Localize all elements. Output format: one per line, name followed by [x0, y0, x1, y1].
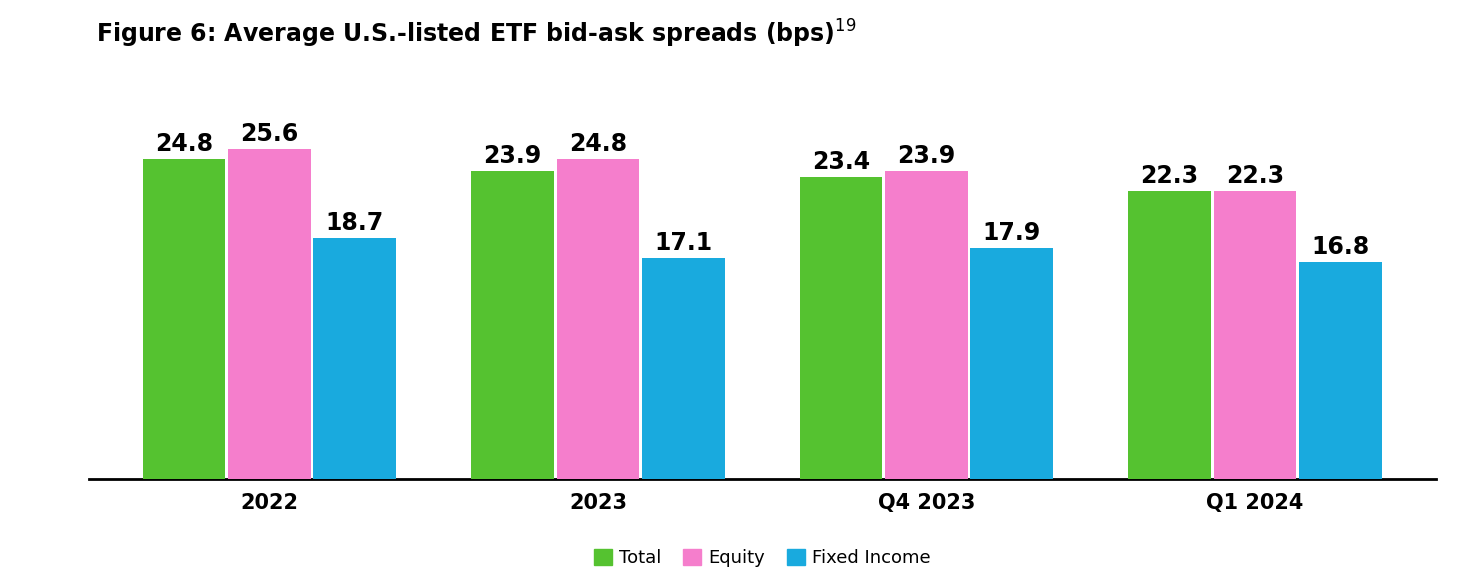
- Text: 16.8: 16.8: [1311, 235, 1369, 259]
- Text: Figure 6: Average U.S.-listed ETF bid-ask spreads (bps)$^{19}$: Figure 6: Average U.S.-listed ETF bid-as…: [96, 18, 857, 50]
- Text: 23.9: 23.9: [897, 144, 956, 168]
- Text: 23.4: 23.4: [813, 150, 870, 174]
- Bar: [799, 178, 882, 479]
- Text: 22.3: 22.3: [1225, 164, 1285, 188]
- Bar: [1214, 192, 1296, 479]
- Text: 23.9: 23.9: [484, 144, 542, 168]
- Bar: [1299, 262, 1382, 479]
- Bar: [314, 238, 397, 479]
- Bar: [228, 149, 311, 479]
- Text: 17.1: 17.1: [654, 231, 712, 255]
- Bar: [1128, 192, 1211, 479]
- Text: 24.8: 24.8: [155, 132, 213, 156]
- Text: 22.3: 22.3: [1141, 164, 1199, 188]
- Bar: [642, 259, 725, 479]
- Bar: [971, 248, 1054, 479]
- Bar: [471, 171, 554, 479]
- Bar: [142, 159, 225, 479]
- Text: 17.9: 17.9: [983, 221, 1040, 245]
- Legend: Total, Equity, Fixed Income: Total, Equity, Fixed Income: [586, 542, 938, 575]
- Text: 18.7: 18.7: [326, 211, 383, 235]
- Bar: [885, 171, 968, 479]
- Text: 25.6: 25.6: [240, 121, 299, 146]
- Text: 24.8: 24.8: [568, 132, 628, 156]
- Bar: [556, 159, 639, 479]
